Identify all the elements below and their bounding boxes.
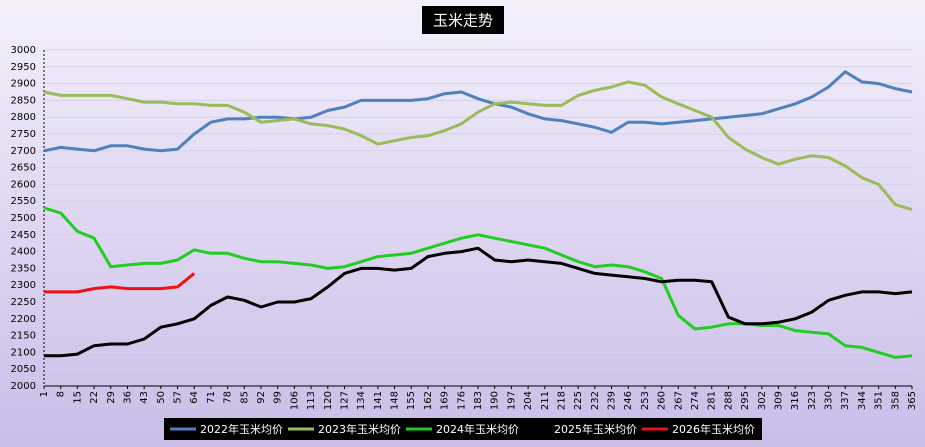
x-tick-label: 50 [156,391,167,404]
legend-label: 2022年玉米均价 [200,422,283,436]
y-tick-label: 2500 [11,213,36,224]
y-tick-label: 2350 [11,263,36,274]
x-tick-label: 358 [890,391,901,410]
x-tick-label: 15 [72,391,83,404]
x-tick-label: 337 [840,391,851,410]
x-tick-label: 57 [173,391,184,404]
x-tick-label: 169 [440,391,451,410]
x-tick-label: 218 [556,391,567,410]
x-tick-label: 85 [239,391,250,404]
y-tick-label: 2400 [11,247,36,258]
y-tick-label: 2750 [11,129,36,140]
y-tick-label: 2050 [11,364,36,375]
y-tick-label: 2850 [11,95,36,106]
y-tick-label: 2300 [11,280,36,291]
chart-title: 玉米走势 [433,12,493,30]
x-tick-label: 78 [223,391,234,404]
series-line [44,246,913,358]
x-tick-label: 309 [773,391,784,410]
x-tick-label: 43 [139,391,150,404]
y-tick-label: 2950 [11,62,36,73]
x-tick-label: 148 [390,391,401,410]
x-tick-label: 127 [339,391,350,410]
y-tick-label: 2200 [11,314,36,325]
y-tick-label: 2900 [11,79,36,90]
x-tick-label: 162 [423,391,434,410]
x-tick-label: 330 [824,391,835,410]
x-tick-label: 351 [874,391,885,410]
x-tick-label: 176 [456,391,467,410]
y-tick-label: 2600 [11,179,36,190]
x-tick-label: 225 [573,391,584,410]
y-tick-label: 2700 [11,146,36,157]
x-tick-label: 344 [857,391,868,410]
x-tick-label: 323 [807,391,818,410]
y-tick-label: 2250 [11,297,36,308]
x-tick-label: 211 [540,391,551,410]
legend-label: 2025年玉米均价 [554,422,637,436]
x-tick-label: 239 [607,391,618,410]
y-tick-label: 2450 [11,230,36,241]
y-tick-label: 2800 [11,112,36,123]
x-tick-label: 92 [256,391,267,404]
x-tick-label: 316 [790,391,801,410]
x-tick-label: 253 [640,391,651,410]
x-tick-label: 64 [189,391,200,404]
x-tick-label: 274 [690,391,701,410]
series-line [43,70,913,153]
series-line [43,80,913,212]
legend-box [164,418,762,440]
x-tick-label: 204 [523,391,534,410]
x-tick-label: 36 [122,391,133,404]
x-tick-label: 134 [356,391,367,410]
legend-label: 2024年玉米均价 [436,422,519,436]
y-tick-label: 2100 [11,347,36,358]
x-tick-label: 120 [323,391,334,410]
x-tick-label: 267 [673,391,684,410]
x-tick-label: 288 [723,391,734,410]
x-tick-label: 246 [623,391,634,410]
series-line [44,272,196,294]
x-tick-label: 71 [206,391,217,404]
x-tick-label: 183 [473,391,484,410]
y-tick-label: 2650 [11,163,36,174]
x-tick-label: 29 [106,391,117,404]
x-tick-label: 1 [39,391,50,397]
title-box [422,6,504,34]
x-tick-label: 155 [406,391,417,410]
x-tick-label: 302 [757,391,768,410]
x-tick-label: 197 [506,391,517,410]
x-tick-label: 141 [373,391,384,410]
x-tick-label: 260 [657,391,668,410]
y-tick-label: 2150 [11,331,36,342]
x-tick-label: 113 [306,391,317,410]
x-tick-label: 8 [56,391,67,397]
x-tick-label: 190 [490,391,501,410]
series-line [43,206,913,359]
y-tick-label: 3000 [11,45,36,56]
legend-label: 2023年玉米均价 [318,422,401,436]
x-tick-label: 365 [907,391,918,410]
y-tick-label: 2000 [11,381,36,392]
x-tick-label: 22 [89,391,100,404]
x-tick-label: 295 [740,391,751,410]
x-tick-label: 281 [707,391,718,410]
x-tick-label: 106 [289,391,300,410]
legend-label: 2026年玉米均价 [672,422,755,436]
x-tick-label: 99 [273,391,284,404]
x-tick-label: 232 [590,391,601,410]
y-tick-label: 2550 [11,196,36,207]
